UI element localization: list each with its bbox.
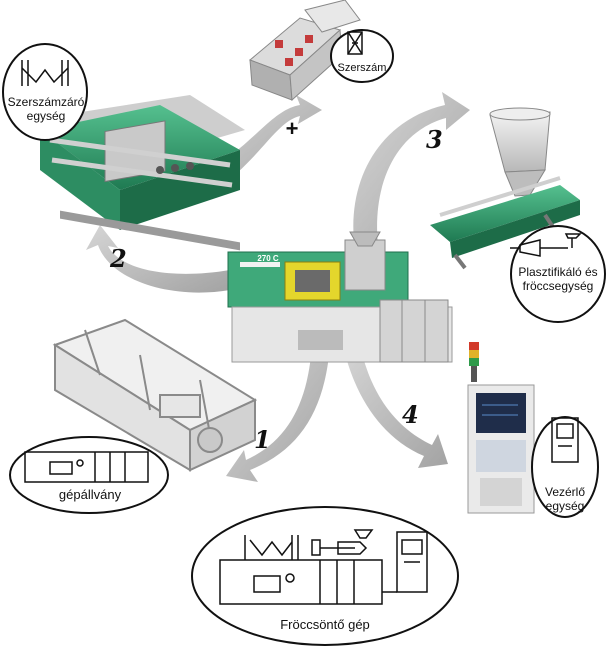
plasticizing-bubble <box>510 225 606 323</box>
machine-frame-icon <box>24 451 149 483</box>
plus-sign: + <box>285 116 299 141</box>
control-panel-icon <box>551 417 579 463</box>
clamping-bubble <box>2 43 88 141</box>
injection-screw-icon <box>510 233 582 257</box>
mold-image <box>249 0 361 102</box>
mold-bubble <box>330 29 394 83</box>
step-number-2: 2 <box>110 244 127 273</box>
clamping-unit-label: Szerszámzáró egység <box>7 95 85 123</box>
mold-icon <box>347 31 363 55</box>
step-number-3: 3 <box>426 125 443 154</box>
step-number-4: 4 <box>402 400 419 429</box>
plasticizing-unit-image <box>430 107 580 270</box>
frame-bubble <box>9 436 169 514</box>
control-unit-image <box>467 342 535 514</box>
machine-frame-label: gépállvány <box>58 487 122 502</box>
injection-machine-label: Fröccsöntő gép <box>280 617 370 632</box>
injection-machine-schematic-icon <box>219 529 428 605</box>
step-number-1: 1 <box>254 425 271 454</box>
machine-frame-image <box>52 318 258 472</box>
machine-model-badge: 270 C <box>257 254 279 263</box>
control-bubble <box>531 416 599 518</box>
toggle-clamp-icon <box>21 60 69 86</box>
plasticizing-unit-label: Plasztifikáló és fröccsegység <box>518 265 598 293</box>
clamping-unit-image <box>30 95 245 251</box>
arrow-2 <box>86 225 230 293</box>
control-unit-label: Vezérlő egység <box>544 485 586 513</box>
center-machine-image <box>227 231 453 363</box>
arrow-4 <box>343 345 448 468</box>
mold-label: Szerszám <box>337 62 387 74</box>
injection-machine-bubble <box>191 506 459 646</box>
